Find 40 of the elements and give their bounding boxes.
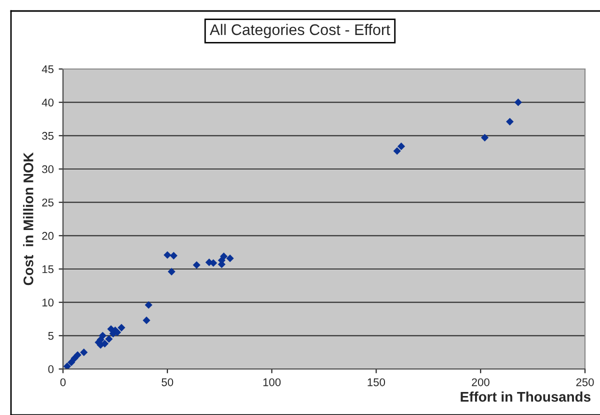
y-tick-label: 25: [42, 198, 54, 206]
point: [192, 261, 200, 269]
y-tick-label: 20: [42, 232, 54, 240]
x-axis-title: Effort in Thousands: [460, 392, 590, 402]
x-tick-label: 0: [60, 378, 66, 386]
point: [80, 348, 88, 356]
y-tick-label: 30: [42, 165, 54, 174]
y-tick-label: 10: [42, 298, 54, 306]
point: [480, 134, 489, 142]
point: [514, 98, 522, 106]
point: [144, 301, 152, 309]
point: [118, 324, 126, 332]
point: [142, 316, 150, 324]
x-tick-label: 200: [472, 378, 490, 386]
chart-title: All Categories Cost - Effort: [210, 24, 390, 38]
x-tick-label: 150: [368, 378, 386, 386]
point: [98, 332, 106, 340]
point: [74, 351, 82, 359]
y-axis-title: Cost in Million NOK: [23, 152, 34, 286]
point: [63, 362, 71, 369]
y-tick-label: 5: [48, 332, 54, 340]
point: [393, 147, 401, 155]
y-tick-label: 35: [42, 132, 54, 140]
point: [226, 254, 234, 262]
point: [170, 252, 178, 260]
y-tick-label: 40: [42, 98, 54, 106]
y-tick-label: 15: [42, 265, 54, 274]
point: [68, 358, 76, 366]
point: [168, 268, 176, 276]
point: [164, 251, 172, 259]
x-tick-label: 100: [263, 378, 281, 386]
point: [506, 118, 514, 126]
point: [210, 259, 218, 267]
point: [105, 335, 113, 343]
point: [397, 142, 406, 150]
point: [220, 252, 228, 260]
y-tick-label: 0: [48, 365, 54, 374]
x-tick-label: 50: [162, 378, 174, 386]
x-tick-label: 250: [576, 378, 594, 386]
y-tick-label: 45: [42, 65, 54, 74]
